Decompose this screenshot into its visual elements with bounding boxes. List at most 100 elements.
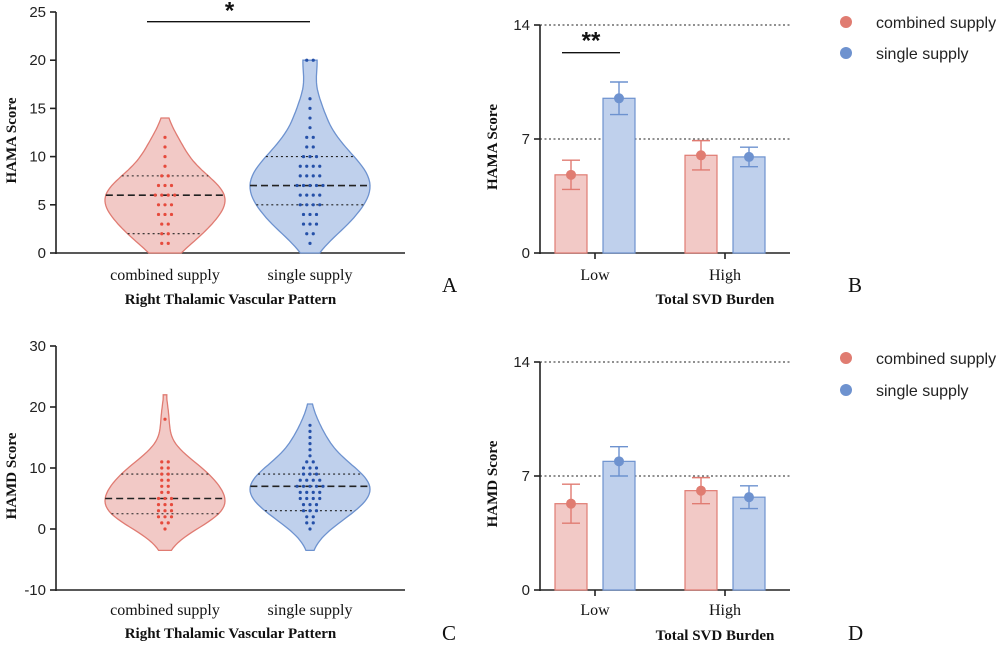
data-point-single <box>305 496 309 501</box>
data-point-single <box>305 478 309 482</box>
legend-single-label: single supply <box>876 46 969 63</box>
data-point-single <box>298 490 302 494</box>
data-point-combined <box>160 193 164 197</box>
x-category-label: combined supply <box>110 267 220 284</box>
y-tick-label: 15 <box>29 100 46 117</box>
data-point-combined <box>166 232 170 236</box>
legend-combined-marker-icon <box>840 16 852 28</box>
panel-letter: D <box>848 621 863 645</box>
data-point-combined <box>173 193 177 197</box>
data-point-single <box>314 212 319 217</box>
x-category-label: Low <box>580 602 610 619</box>
data-point-combined <box>160 472 164 476</box>
data-point-single <box>314 503 319 507</box>
data-point-single <box>301 472 306 476</box>
y-axis-title: HAMA Score <box>485 104 501 190</box>
y-tick-label: 10 <box>29 149 46 166</box>
data-point-single <box>308 429 312 433</box>
data-point-combined <box>160 222 164 226</box>
data-point-single <box>308 435 312 440</box>
data-point-single <box>318 203 322 207</box>
mean-marker-combined <box>566 498 576 509</box>
legend-single-label: single supply <box>876 383 969 400</box>
data-point-single <box>311 460 315 464</box>
panel-a-violin-chart: 0 5 10 15 20 25 HAMA Score Right Thalamic Vascu… <box>4 0 458 308</box>
y-tick-label: 7 <box>522 468 530 485</box>
violin-combined-supply <box>104 394 226 552</box>
data-point-combined <box>163 203 167 207</box>
data-point-single <box>321 484 325 488</box>
x-category-label: combined supply <box>110 602 220 619</box>
data-point-single <box>311 193 315 197</box>
data-point-single <box>311 478 315 482</box>
x-axis-title: Right Thalamic Vascular Pattern <box>125 292 337 308</box>
data-point-single <box>305 521 309 525</box>
data-point-single <box>308 183 312 188</box>
y-tick-label: 14 <box>513 354 530 371</box>
data-point-single <box>301 222 306 226</box>
data-point-single <box>311 490 315 494</box>
data-point-single <box>308 222 312 226</box>
data-point-single <box>298 193 302 197</box>
data-point-single <box>301 212 306 217</box>
data-point-single <box>311 203 315 207</box>
data-point-single <box>308 116 312 120</box>
data-point-single <box>305 145 309 149</box>
y-tick-label: 5 <box>38 197 46 214</box>
y-tick-label: 7 <box>522 131 530 148</box>
data-point-single <box>314 466 319 470</box>
data-point-single <box>314 222 319 226</box>
data-point-combined <box>169 183 174 188</box>
x-category-label: Low <box>580 267 610 284</box>
y-tick-label: 20 <box>29 52 46 69</box>
data-point-single <box>308 454 312 458</box>
data-point-single <box>318 193 322 197</box>
data-point-single <box>298 478 302 482</box>
y-tick-label: 25 <box>29 4 46 21</box>
data-point-single <box>311 496 315 501</box>
data-point-combined <box>163 515 167 519</box>
data-point-combined <box>166 460 170 464</box>
data-point-single <box>298 164 302 168</box>
data-point-single <box>308 527 312 531</box>
data-point-single <box>298 203 302 207</box>
data-point-combined <box>163 527 167 531</box>
bar-single-low <box>602 97 636 254</box>
data-point-single <box>318 490 322 494</box>
mean-marker-single <box>744 492 754 503</box>
data-point-single <box>311 174 315 178</box>
mean-marker-combined <box>566 169 576 180</box>
significance-marker: * <box>225 0 235 25</box>
data-point-combined <box>156 496 161 501</box>
data-point-single <box>311 515 315 519</box>
mean-marker-single <box>614 93 624 104</box>
data-point-combined <box>166 478 170 482</box>
data-point-single <box>308 466 312 470</box>
data-point-single <box>311 135 315 139</box>
panel-d-bar-chart: 0 7 14 HAMD Score Total SVD Burden D Low High co… <box>485 351 996 645</box>
data-point-combined <box>160 484 164 488</box>
y-tick-label: 10 <box>29 460 46 477</box>
data-point-single <box>305 203 309 207</box>
violin-single-supply <box>249 403 371 552</box>
data-point-single <box>305 58 309 62</box>
panel-letter: C <box>442 621 456 645</box>
data-point-single <box>305 232 309 236</box>
data-point-single <box>314 472 319 476</box>
data-point-combined <box>163 503 167 507</box>
data-point-single <box>308 212 312 217</box>
data-point-combined <box>163 212 167 217</box>
data-point-combined <box>166 193 170 197</box>
bar-combined-high <box>684 490 718 591</box>
y-tick-label: 30 <box>29 338 46 355</box>
x-category-label: High <box>709 602 741 619</box>
data-point-single <box>321 183 325 188</box>
data-point-single <box>308 155 312 159</box>
data-point-single <box>305 515 309 519</box>
data-point-single <box>314 484 319 488</box>
data-point-combined <box>166 484 170 488</box>
data-point-single <box>308 241 312 245</box>
y-tick-label: 0 <box>522 582 530 599</box>
data-point-combined <box>160 466 164 470</box>
data-point-single <box>311 232 315 236</box>
